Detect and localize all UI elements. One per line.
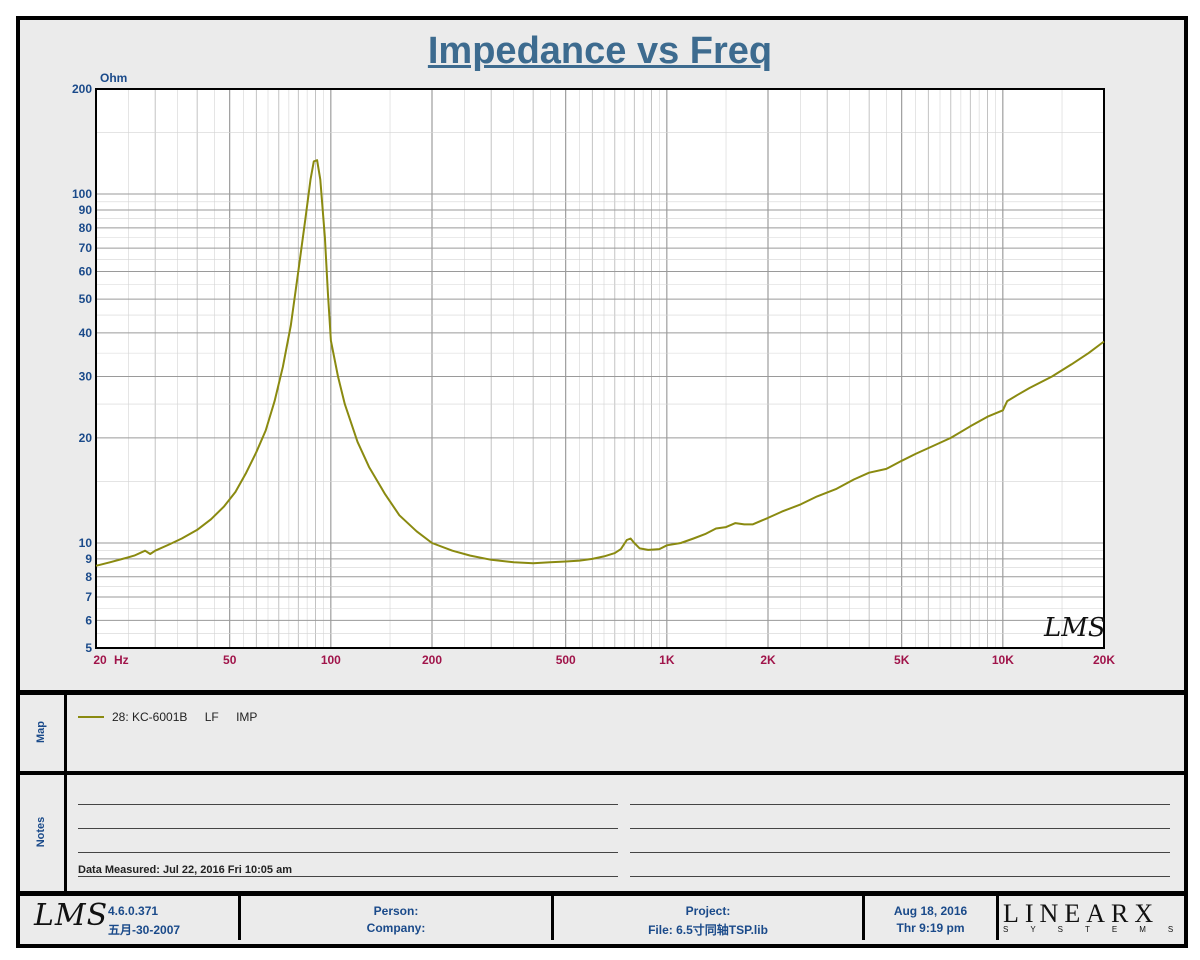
- divider-footer-2: [551, 896, 554, 940]
- impedance-series-line: [95, 159, 1105, 567]
- notes-label: Notes: [35, 816, 47, 848]
- y-tick-label: 6: [85, 613, 92, 627]
- y-tick-label: 70: [79, 241, 93, 255]
- y-tick-label: 100: [72, 187, 92, 201]
- divider-footer-4: [996, 896, 999, 940]
- project-label: Project:: [685, 904, 731, 918]
- version-date: 五月-30-2007: [108, 923, 181, 937]
- map-entry-range: LF: [204, 710, 219, 724]
- date-block: Aug 18, 2016 Thr 9:19 pm: [865, 896, 996, 940]
- divider-map-top: [16, 690, 1184, 695]
- divider-map-side: [64, 695, 67, 773]
- x-tick-label: 200: [422, 653, 442, 667]
- x-tick-label: 2K: [760, 653, 776, 667]
- project-block: Project: File: 6.5寸同轴TSP.lib: [554, 896, 862, 940]
- y-tick-label: 30: [79, 369, 93, 383]
- map-entry-id: 28: KC-6001B: [112, 710, 188, 724]
- chart-title: Impedance vs Freq: [427, 30, 773, 72]
- note-line[interactable]: [630, 876, 1170, 877]
- x-tick-label: 10K: [992, 653, 1014, 667]
- file-label: File: 6.5寸同轴TSP.lib: [648, 923, 768, 937]
- y-tick-label: 10: [79, 536, 93, 550]
- plot-area: [96, 89, 1104, 648]
- divider-footer-3: [862, 896, 865, 940]
- y-tick-label: 20: [79, 431, 93, 445]
- person-block: Person: Company:: [241, 896, 551, 940]
- divider-footer-top: [16, 891, 1184, 896]
- x-tick-label: 1K: [659, 653, 675, 667]
- note-line[interactable]: [630, 804, 1170, 805]
- note-line[interactable]: [78, 876, 618, 877]
- x-axis-unit: Hz: [114, 653, 129, 667]
- x-tick-label: 50: [223, 653, 237, 667]
- date: Aug 18, 2016: [893, 904, 968, 918]
- note-line[interactable]: [630, 852, 1170, 853]
- note-line[interactable]: [630, 828, 1170, 829]
- x-tick-label: 100: [321, 653, 341, 667]
- linearx-logo: LINEARX: [1003, 899, 1160, 928]
- map-label: Map: [35, 721, 47, 743]
- divider-notes-top: [16, 771, 1184, 775]
- y-tick-label: 8: [85, 570, 92, 584]
- y-tick-label: 60: [79, 264, 93, 278]
- version-block: 4.6.0.371 五月-30-2007: [108, 896, 236, 940]
- note-line[interactable]: [78, 852, 618, 853]
- x-tick-label: 5K: [894, 653, 910, 667]
- map-entry[interactable]: 28: KC-6001B LF IMP: [78, 710, 271, 724]
- version: 4.6.0.371: [108, 904, 159, 918]
- y-tick-label: 90: [79, 203, 93, 217]
- note-line[interactable]: [78, 828, 618, 829]
- data-measured: Data Measured: Jul 22, 2016 Fri 10:05 am: [78, 864, 292, 876]
- lms-watermark: LMS: [1043, 613, 1106, 643]
- x-tick-label: 20: [93, 653, 107, 667]
- y-tick-label: 50: [79, 292, 93, 306]
- y-tick-label: 40: [79, 326, 93, 340]
- divider-notes-side: [64, 775, 67, 892]
- note-line[interactable]: [78, 804, 618, 805]
- x-tick-label: 20K: [1093, 653, 1115, 667]
- company-label: Company:: [366, 921, 426, 935]
- person-label: Person:: [373, 904, 419, 918]
- y-axis-unit: Ohm: [100, 71, 128, 85]
- y-tick-label: 7: [85, 590, 92, 604]
- y-tick-label: 200: [72, 82, 92, 96]
- time: Thr 9:19 pm: [896, 921, 965, 935]
- x-tick-label: 500: [556, 653, 576, 667]
- lms-logo: LMS: [34, 898, 109, 933]
- map-entry-type: IMP: [236, 710, 258, 724]
- y-tick-label: 5: [85, 641, 92, 655]
- plot-border: [95, 88, 1105, 649]
- y-tick-label: 9: [85, 552, 92, 566]
- series-swatch: [78, 716, 104, 718]
- divider-footer-1: [238, 896, 241, 940]
- y-tick-label: 80: [79, 221, 93, 235]
- linearx-systems: SYSTEMS: [1003, 925, 1196, 934]
